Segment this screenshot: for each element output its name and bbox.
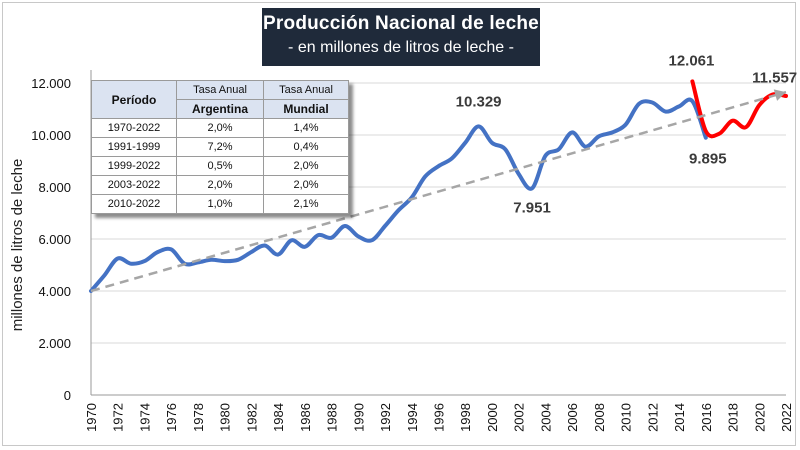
x-tick-label: 2012 (645, 403, 660, 432)
x-tick-label: 2008 (592, 403, 607, 432)
x-tick-label: 2006 (565, 403, 580, 432)
cell-argentina: 2,0% (176, 118, 264, 138)
series-lines (89, 79, 788, 293)
data-label: 11.557 (752, 70, 797, 87)
y-tick-label: 8.000 (38, 180, 71, 195)
cell-period: 2010-2022 (91, 194, 177, 214)
data-label: 12.061 (668, 52, 714, 69)
x-tick-label: 1986 (298, 403, 313, 432)
x-tick-label: 2010 (619, 403, 634, 432)
table-row: 1999-2022 0,5% 2,0% (91, 156, 349, 176)
cell-period: 1970-2022 (91, 118, 177, 138)
growth-rate-table: Período Tasa Anual Tasa Anual Argentina … (91, 80, 349, 214)
trend-line (90, 90, 787, 293)
data-labels: 10.329 7.951 12.061 9.895 11.557 (456, 52, 798, 216)
x-tick-label: 1970 (84, 403, 99, 432)
cell-mundial: 2,1% (263, 194, 349, 214)
x-tick-label: 1994 (405, 403, 420, 432)
chart-title-box: Producción Nacional de leche - en millon… (262, 8, 540, 66)
header-mundial-top: Tasa Anual (263, 80, 349, 100)
trend-arrowhead (773, 89, 786, 101)
y-tick-label: 0 (64, 388, 71, 403)
header-argentina: Argentina (176, 99, 264, 119)
x-tick-label: 1992 (378, 403, 393, 432)
chart-subtitle: - en millones de litros de leche - (288, 39, 514, 56)
x-tick-label: 1974 (137, 403, 152, 432)
cell-period: 1991-1999 (91, 137, 177, 157)
x-tick-label: 1972 (111, 403, 126, 432)
y-tick-label: 12.000 (31, 76, 71, 91)
cell-argentina: 1,0% (176, 194, 264, 214)
table-row: 1991-1999 7,2% 0,4% (91, 137, 349, 157)
y-tick-label: 10.000 (31, 128, 71, 143)
y-tick-labels: 0 2.000 4.000 6.000 8.000 10.000 12.000 (31, 76, 71, 403)
header-argentina-top: Tasa Anual (176, 80, 264, 100)
x-tick-label: 1978 (191, 403, 206, 432)
chart-frame (2, 2, 796, 446)
y-tick-label: 4.000 (38, 284, 71, 299)
x-tick-label: 1980 (218, 403, 233, 432)
cell-mundial: 0,4% (263, 137, 349, 157)
x-tick-label: 2002 (512, 403, 527, 432)
x-tick-label: 2004 (538, 403, 553, 432)
cell-argentina: 2,0% (176, 175, 264, 195)
y-tick-label: 6.000 (38, 232, 71, 247)
series-line (690, 79, 788, 139)
data-label: 10.329 (456, 93, 502, 110)
x-tick-label: 2000 (485, 403, 500, 432)
data-label: 7.951 (513, 199, 551, 216)
x-tick-label: 2018 (726, 403, 741, 432)
header-mundial: Mundial (263, 99, 349, 119)
x-tick-label: 1990 (351, 403, 366, 432)
data-label: 9.895 (689, 151, 727, 168)
header-period: Período (91, 80, 177, 119)
x-tick-label: 1976 (164, 403, 179, 432)
cell-period: 1999-2022 (91, 156, 177, 176)
table-row: 1970-2022 2,0% 1,4% (91, 118, 349, 138)
x-tick-label: 1988 (325, 403, 340, 432)
cell-argentina: 7,2% (176, 137, 264, 157)
y-tick-label: 2.000 (38, 336, 71, 351)
series-line (89, 97, 708, 293)
x-tick-label: 1984 (271, 403, 286, 432)
x-tick-label: 1982 (244, 403, 259, 432)
y-axis-label: millones de litros de leche (9, 159, 26, 332)
cell-mundial: 2,0% (263, 156, 349, 176)
x-tick-label: 1998 (458, 403, 473, 432)
x-tick-label: 2020 (752, 403, 767, 432)
x-tick-label: 2022 (779, 403, 794, 432)
cell-argentina: 0,5% (176, 156, 264, 176)
cell-mundial: 2,0% (263, 175, 349, 195)
table-row: 2010-2022 1,0% 2,1% (91, 194, 349, 214)
x-tick-labels: 1970 1972 1974 1976 1978 1980 1982 1984 1986 1988… (84, 403, 794, 432)
x-tick-label: 1996 (432, 403, 447, 432)
cell-period: 2003-2022 (91, 175, 177, 195)
x-tick-label: 2014 (672, 403, 687, 432)
table-row: 2003-2022 2,0% 2,0% (91, 175, 349, 195)
chart-title: Producción Nacional de leche (263, 13, 539, 34)
x-tick-label: 2016 (699, 403, 714, 432)
cell-mundial: 1,4% (263, 118, 349, 138)
